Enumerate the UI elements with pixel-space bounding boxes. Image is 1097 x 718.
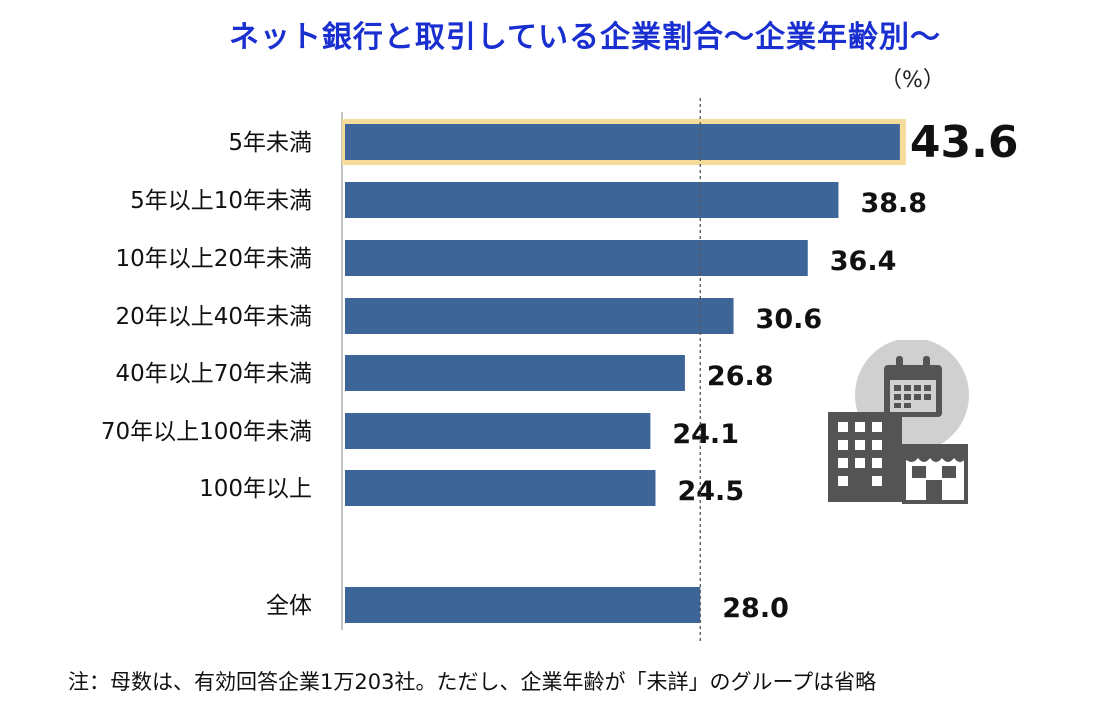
bar-6	[345, 470, 656, 506]
bar-0	[345, 124, 900, 160]
category-label-6: 100年以上	[199, 476, 312, 502]
unit-label: （%）	[880, 68, 945, 93]
value-label-1: 38.8	[860, 188, 927, 219]
value-label-4: 26.8	[707, 361, 774, 392]
category-label-3: 20年以上40年未満	[115, 304, 312, 330]
value-label-6: 24.5	[677, 476, 744, 507]
footnote: 注：母数は、有効回答企業1万203社。ただし、企業年齢が「未詳」のグループは省略	[68, 670, 877, 694]
chart-title: ネット銀行と取引している企業割合～企業年齢別～	[228, 20, 942, 55]
value-label-3: 30.6	[756, 304, 823, 335]
category-label-5: 70年以上100年未満	[101, 419, 312, 445]
category-label-1: 5年以上10年未満	[130, 188, 312, 214]
value-label-0: 43.6	[910, 117, 1019, 168]
bar-5	[345, 413, 651, 449]
calendar-building-store-icon	[826, 338, 976, 509]
value-label-5: 24.1	[672, 419, 739, 450]
bar-7	[345, 587, 701, 623]
value-label-7: 28.0	[722, 593, 789, 624]
category-label-4: 40年以上70年未満	[115, 361, 312, 387]
bar-3	[345, 298, 734, 334]
category-label-0: 5年未満	[228, 130, 312, 156]
category-label-7: 全体	[266, 593, 312, 619]
value-label-2: 36.4	[830, 246, 897, 277]
bar-1	[345, 182, 839, 218]
category-label-2: 10年以上20年未満	[115, 246, 312, 272]
bar-4	[345, 355, 685, 391]
bar-2	[345, 240, 808, 276]
